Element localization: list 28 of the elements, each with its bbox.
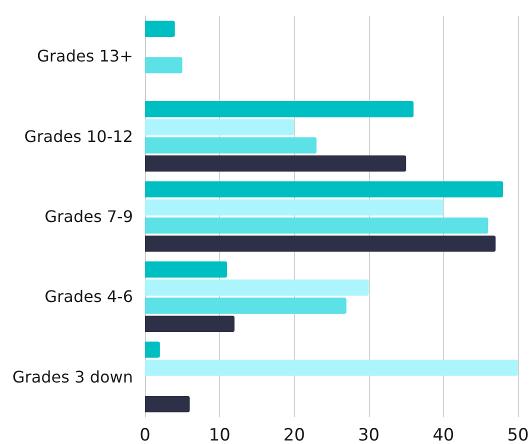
bar xyxy=(145,360,518,376)
x-tick-label: 20 xyxy=(283,426,306,444)
x-tick-label: 10 xyxy=(208,426,230,444)
x-tick-label: 0 xyxy=(140,426,150,444)
y-tick-label: Grades 7-9 xyxy=(44,207,133,226)
bar xyxy=(145,236,496,252)
y-tick-label: Grades 3 down xyxy=(12,367,133,386)
x-tick-label: 50 xyxy=(507,426,529,444)
x-tick-label: 30 xyxy=(358,426,380,444)
bar xyxy=(145,181,504,198)
bar xyxy=(145,298,346,314)
y-tick-label: Grades 4-6 xyxy=(44,287,133,306)
bar xyxy=(145,280,369,296)
bar xyxy=(145,101,414,118)
bar xyxy=(145,342,160,358)
y-tick-label: Grades 10-12 xyxy=(24,126,133,146)
bar xyxy=(145,396,190,412)
bar xyxy=(145,217,488,234)
bar xyxy=(145,261,228,278)
bar xyxy=(145,316,235,332)
bar xyxy=(145,20,175,37)
bar xyxy=(145,199,444,216)
bar xyxy=(145,155,406,172)
bar xyxy=(145,57,182,74)
bar xyxy=(145,119,294,136)
y-tick-label: Grades 13+ xyxy=(37,46,133,66)
x-tick-label: 40 xyxy=(432,426,454,444)
bar xyxy=(145,137,317,154)
